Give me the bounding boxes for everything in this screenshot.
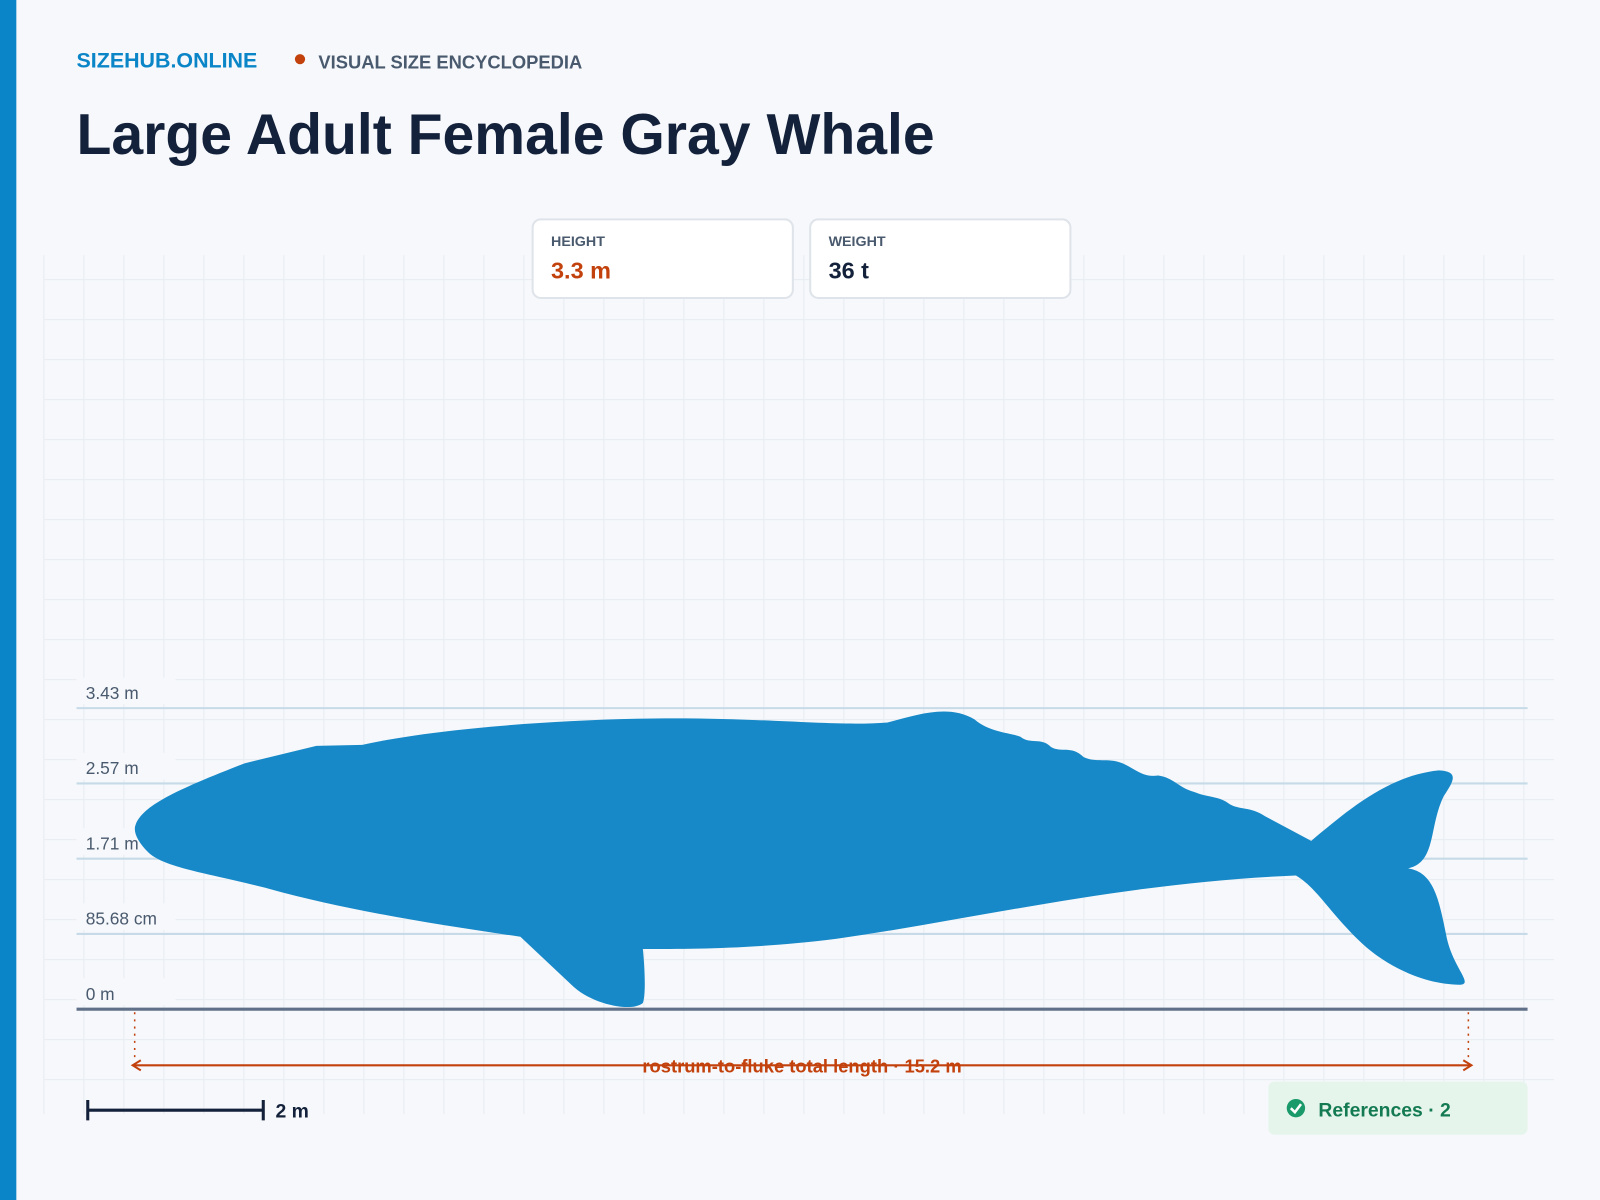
- height-tick-label: 2.57 m: [86, 758, 139, 778]
- tick-label-bg: [76, 677, 176, 705]
- separator-dot: [294, 54, 306, 65]
- tick-label-bg: [76, 752, 176, 780]
- height-tick-label: 1.71 m: [86, 833, 139, 853]
- height-tick-label: 3.43 m: [86, 683, 139, 703]
- references-label[interactable]: References · 2: [1318, 1099, 1450, 1121]
- height-scale: 3.43 m 2.57 m 1.71 m 85.68 cm 0 m: [76, 677, 1528, 1006]
- whale-silhouette: [134, 711, 1465, 1008]
- stat-label: HEIGHT: [551, 234, 605, 250]
- scale-bar-label: 2 m: [276, 1100, 309, 1122]
- stat-card: [531, 218, 794, 299]
- tick-label-bg: [76, 903, 176, 930]
- scale-bar: [86, 1100, 265, 1121]
- accent-bar: [0, 0, 17, 1200]
- references-badge[interactable]: [1268, 1081, 1528, 1135]
- stat-value: 3.3 m: [551, 258, 611, 284]
- length-label: rostrum-to-fluke total length · 15.2 m: [642, 1055, 961, 1076]
- check-icon: [1286, 1098, 1306, 1118]
- stat-card: [809, 218, 1072, 299]
- length-arrows: [130, 1059, 1474, 1072]
- height-tick-label: 85.68 cm: [86, 909, 157, 929]
- tagline: VISUAL SIZE ENCYCLOPEDIA: [318, 51, 582, 72]
- stat-label: WEIGHT: [829, 234, 886, 250]
- page-title: Large Adult Female Gray Whale: [77, 103, 935, 167]
- height-tick-label: 0 m: [86, 984, 115, 1004]
- check-mark: [1289, 1103, 1303, 1115]
- stat-value: 36 t: [829, 258, 870, 284]
- tick-label-bg: [76, 978, 176, 1006]
- site-name[interactable]: SIZEHUB.ONLINE: [77, 48, 258, 72]
